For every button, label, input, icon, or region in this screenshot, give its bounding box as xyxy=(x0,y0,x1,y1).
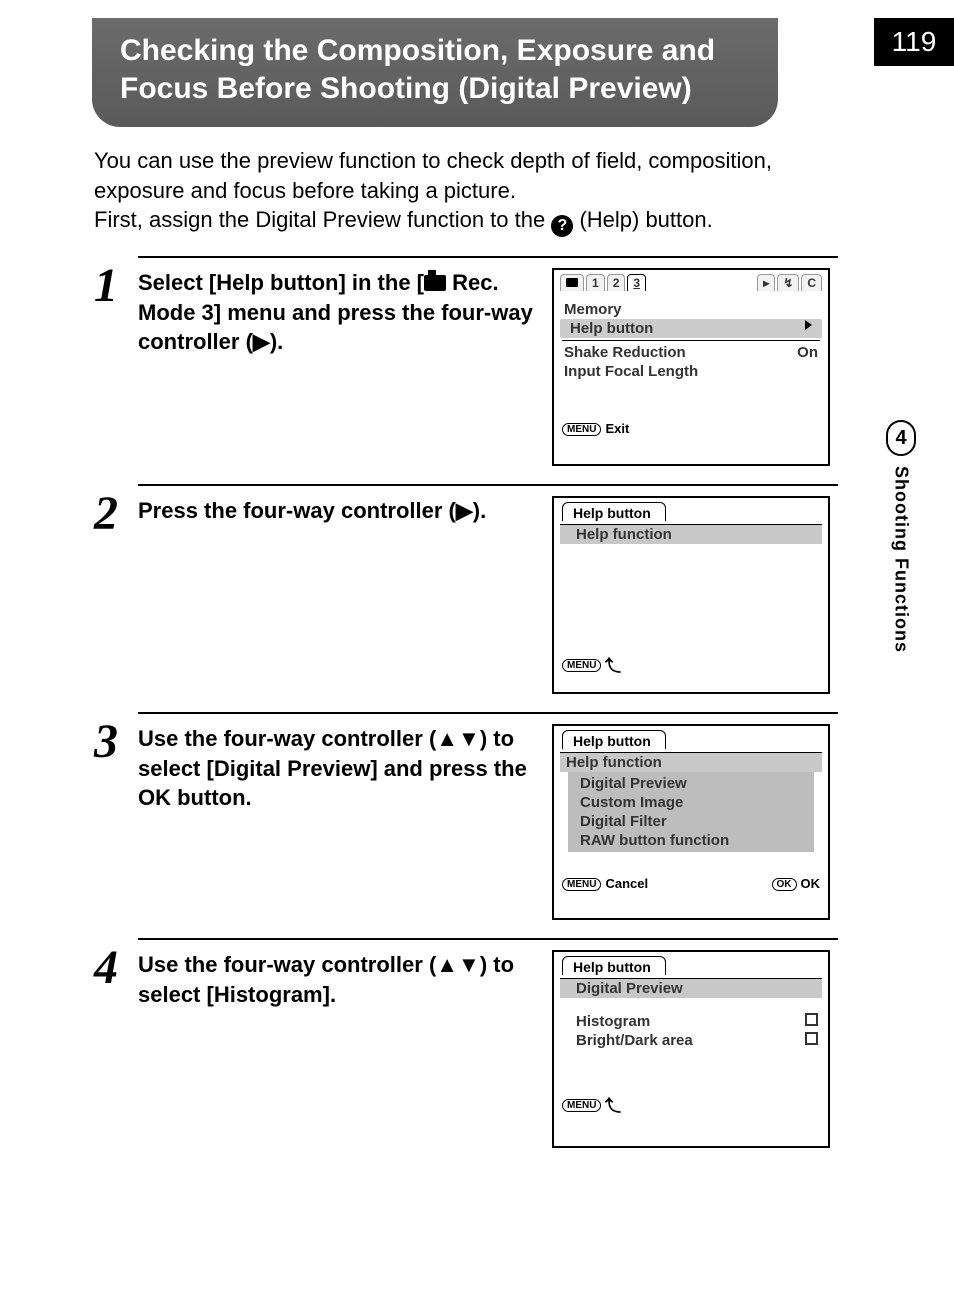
option-custom-image: Custom Image xyxy=(568,793,814,812)
option-label: Digital Filter xyxy=(580,813,667,830)
chapter-number: 4 xyxy=(886,420,916,456)
page-title: Checking the Composition, Exposure and F… xyxy=(92,18,778,127)
footer-exit: Exit xyxy=(605,421,629,436)
intro-line2b: (Help) button. xyxy=(573,207,712,232)
option-digital-filter: Digital Filter xyxy=(568,812,814,831)
tab-c: C xyxy=(801,274,822,291)
step-number: 2 xyxy=(94,484,138,694)
step-text-b: button. xyxy=(171,785,252,810)
lcd-footer: MENU Exit xyxy=(554,417,828,438)
step: 3 Use the four-way controller (▲▼) to se… xyxy=(94,712,838,920)
folder-tab: Help button xyxy=(562,502,820,524)
step-number: 4 xyxy=(94,938,138,1148)
menu-item-focal-length: Input Focal Length xyxy=(554,362,828,381)
lcd-screen: 1 2 3 ▸ ↯ C Memory Help button Shake Red… xyxy=(552,268,830,466)
lcd-screen: Help button Help function MENU xyxy=(552,496,830,694)
menu-item-memory: Memory xyxy=(554,300,828,319)
option-digital-preview: Digital Preview xyxy=(568,774,814,793)
check-label: Histogram xyxy=(576,1013,650,1030)
intro-line1: You can use the preview function to chec… xyxy=(94,148,772,203)
option-label: Help function xyxy=(576,526,672,543)
steps-list: 1 Select [Help button] in the [ Rec. Mod… xyxy=(94,256,838,1166)
option-help-function: Help function xyxy=(560,753,822,772)
step-text: Press the four-way controller (▶). xyxy=(138,496,538,694)
tab-play-icon: ▸ xyxy=(757,274,775,291)
intro-line2a: First, assign the Digital Preview functi… xyxy=(94,207,551,232)
step-text-pre: Select [Help button] in the [ xyxy=(138,270,424,295)
checkbox-icon xyxy=(805,1013,818,1026)
dropdown-list: Digital Preview Custom Image Digital Fil… xyxy=(568,772,814,852)
tab-wrench-icon: ↯ xyxy=(777,274,799,291)
step-text-a: Use the four-way controller (▲▼) to sele… xyxy=(138,726,527,781)
menu-value: On xyxy=(797,344,818,361)
checkbox-icon xyxy=(805,1032,818,1045)
option-label: Digital Preview xyxy=(580,775,687,792)
step: 2 Press the four-way controller (▶). Hel… xyxy=(94,484,838,694)
page-number: 119 xyxy=(874,18,954,66)
footer-ok: OK xyxy=(801,876,821,891)
tab-label: Help button xyxy=(562,956,666,975)
lcd-footer: MENU xyxy=(554,648,828,678)
option-digital-preview: Digital Preview xyxy=(560,979,822,998)
folder-body: Help function xyxy=(560,524,822,544)
step-text: Use the four-way controller (▲▼) to sele… xyxy=(138,950,538,1148)
check-label: Bright/Dark area xyxy=(576,1032,693,1049)
tab-label: Help button xyxy=(562,730,666,749)
menu-label: Help button xyxy=(570,320,653,337)
menu-label: Shake Reduction xyxy=(564,344,686,361)
menu-button-icon: MENU xyxy=(562,423,601,436)
lcd-footer: MENU xyxy=(554,1088,828,1118)
menu-button-icon: MENU xyxy=(562,659,601,672)
menu-label: Memory xyxy=(564,301,622,318)
divider xyxy=(562,340,820,341)
side-tab: 4 Shooting Functions xyxy=(886,420,916,653)
menu-item-shake-reduction: Shake Reduction On xyxy=(554,343,828,362)
folder-body: Help function Digital Preview Custom Ima… xyxy=(560,752,822,852)
menu-item-help-button: Help button xyxy=(560,319,822,338)
tab-1: 1 xyxy=(586,274,605,291)
back-arrow-icon xyxy=(605,1097,621,1112)
option-label: Custom Image xyxy=(580,794,683,811)
folder-tab: Help button xyxy=(562,956,820,978)
step-text: Select [Help button] in the [ Rec. Mode … xyxy=(138,268,538,466)
step: 1 Select [Help button] in the [ Rec. Mod… xyxy=(94,256,838,466)
option-raw-button: RAW button function xyxy=(568,831,814,850)
menu-button-icon: MENU xyxy=(562,1099,601,1112)
menu-button-icon: MENU xyxy=(562,878,601,891)
chapter-name: Shooting Functions xyxy=(891,466,912,653)
camera-icon xyxy=(424,275,446,291)
ok-button-icon: OK xyxy=(772,878,797,891)
folder-body: Digital Preview Histogram Bright/Dark ar… xyxy=(560,978,822,1050)
step-number: 3 xyxy=(94,712,138,920)
tab-camera-icon xyxy=(560,274,584,291)
option-label: RAW button function xyxy=(580,832,729,849)
option-label: Help function xyxy=(566,754,662,771)
chevron-right-icon xyxy=(805,320,812,330)
footer-cancel: Cancel xyxy=(605,876,648,891)
check-bright-dark: Bright/Dark area xyxy=(560,1031,822,1050)
back-arrow-icon xyxy=(605,657,621,672)
menu-label: Input Focal Length xyxy=(564,363,698,380)
help-icon: ? xyxy=(551,215,573,237)
lcd-screen: Help button Help function Digital Previe… xyxy=(552,724,830,920)
folder-tab: Help button xyxy=(562,730,820,752)
tab-3: 3 xyxy=(627,274,646,291)
tab-row: 1 2 3 ▸ ↯ C xyxy=(560,274,822,298)
intro-text: You can use the preview function to chec… xyxy=(94,146,834,237)
tab-2: 2 xyxy=(607,274,626,291)
lcd-screen: Help button Digital Preview Histogram Br… xyxy=(552,950,830,1148)
step: 4 Use the four-way controller (▲▼) to se… xyxy=(94,938,838,1148)
tab-label: Help button xyxy=(562,502,666,521)
step-text: Use the four-way controller (▲▼) to sele… xyxy=(138,724,538,920)
option-help-function: Help function xyxy=(560,525,822,544)
check-histogram: Histogram xyxy=(560,1012,822,1031)
option-label: Digital Preview xyxy=(576,980,683,997)
ok-label: OK xyxy=(138,785,171,810)
lcd-footer: MENU Cancel OK OK xyxy=(554,872,828,893)
step-number: 1 xyxy=(94,256,138,466)
